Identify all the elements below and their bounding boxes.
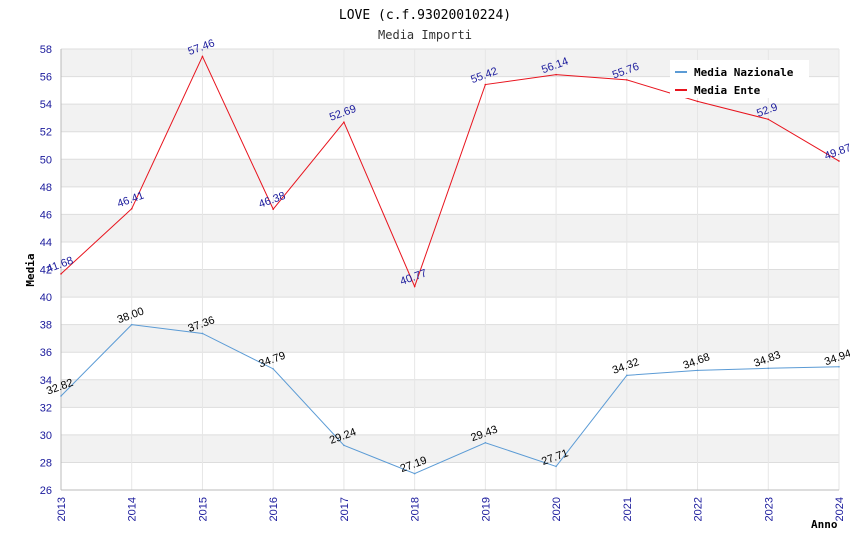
- data-point: [413, 472, 416, 475]
- y-tick-label: 34: [40, 375, 52, 387]
- data-point: [413, 285, 416, 288]
- y-tick-label: 58: [40, 44, 52, 56]
- grid-band: [61, 297, 839, 325]
- data-point: [838, 160, 840, 162]
- legend: Media Nazionale Media Ente: [670, 60, 809, 98]
- x-tick-label: 2013: [56, 497, 68, 521]
- y-tick-label: 32: [40, 402, 52, 414]
- y-tick-label: 28: [40, 457, 52, 469]
- y-tick-label: 48: [40, 182, 52, 194]
- chart-title: LOVE (c.f.93020010224): [339, 8, 511, 23]
- y-tick-label: 46: [40, 209, 52, 221]
- series-lines: [60, 55, 840, 475]
- x-tick-label: 2024: [834, 497, 846, 521]
- data-point: [555, 73, 557, 76]
- y-tick-label: 42: [40, 265, 52, 277]
- series-line: [60, 324, 840, 475]
- chart-subtitle: Media Importi: [378, 28, 472, 42]
- y-tick-label: 26: [40, 485, 52, 497]
- grid-band: [61, 324, 839, 353]
- y-tick-label: 50: [40, 154, 52, 166]
- data-point: [626, 374, 628, 377]
- grid-band: [61, 186, 839, 215]
- grid-band: [61, 407, 839, 435]
- y-tick-label: 52: [40, 127, 52, 139]
- y-axis-label: Media: [24, 253, 37, 286]
- grid-band: [61, 159, 839, 187]
- grid-band: [61, 131, 839, 160]
- y-tick-label: 38: [40, 320, 52, 332]
- y-tick-label: 44: [40, 237, 52, 249]
- y-tick-label: 30: [40, 430, 52, 442]
- legend-entry: Media Ente: [694, 84, 761, 97]
- grid: [60, 48, 840, 491]
- data-point: [838, 365, 840, 368]
- x-tick-label: 2016: [268, 497, 280, 521]
- x-tick-label: 2022: [693, 497, 705, 521]
- data-point: [201, 332, 204, 335]
- legend-entry: Media Nazionale: [694, 66, 794, 79]
- x-tick-label: 2019: [480, 497, 492, 521]
- data-point: [696, 369, 699, 372]
- data-point: [272, 208, 274, 210]
- data-point: [484, 441, 487, 444]
- data-point: [343, 444, 345, 447]
- y-tick-label: 54: [40, 99, 52, 111]
- grid-band: [61, 352, 839, 380]
- data-point: [60, 273, 62, 275]
- legend-box: [670, 60, 809, 98]
- data-point: [555, 465, 557, 468]
- grid-band: [61, 241, 839, 270]
- data-point: [626, 79, 628, 81]
- x-tick-label: 2018: [410, 497, 422, 521]
- grid-band: [61, 379, 839, 408]
- data-point: [272, 368, 274, 370]
- data-point: [696, 100, 699, 103]
- data-point: [201, 55, 204, 58]
- x-tick-label: 2014: [127, 497, 139, 521]
- x-tick-label: 2015: [197, 497, 209, 521]
- x-tick-label: 2021: [622, 497, 634, 521]
- y-tick-label: 36: [40, 347, 52, 359]
- data-point: [60, 395, 62, 397]
- grid-band: [61, 104, 839, 132]
- data-point: [130, 207, 133, 210]
- x-axis-label: Anno: [811, 518, 838, 531]
- x-tick-label: 2020: [551, 497, 563, 521]
- y-tick-label: 40: [40, 292, 52, 304]
- data-point: [343, 121, 345, 123]
- x-tick-label: 2023: [763, 497, 775, 521]
- data-point: [767, 367, 770, 370]
- data-point: [767, 118, 770, 121]
- grid-band: [61, 214, 839, 242]
- grid-band: [61, 269, 839, 298]
- y-tick-label: 56: [40, 72, 52, 84]
- series-line: [60, 55, 840, 288]
- grid-band: [61, 462, 839, 490]
- axes: 26 28 30 32 34 36 38 40 42 44 46 48 50 52 54 56 58 2013 20…: [40, 44, 846, 521]
- x-tick-label: 2017: [339, 497, 351, 521]
- data-point: [130, 323, 133, 326]
- data-point: [484, 83, 487, 86]
